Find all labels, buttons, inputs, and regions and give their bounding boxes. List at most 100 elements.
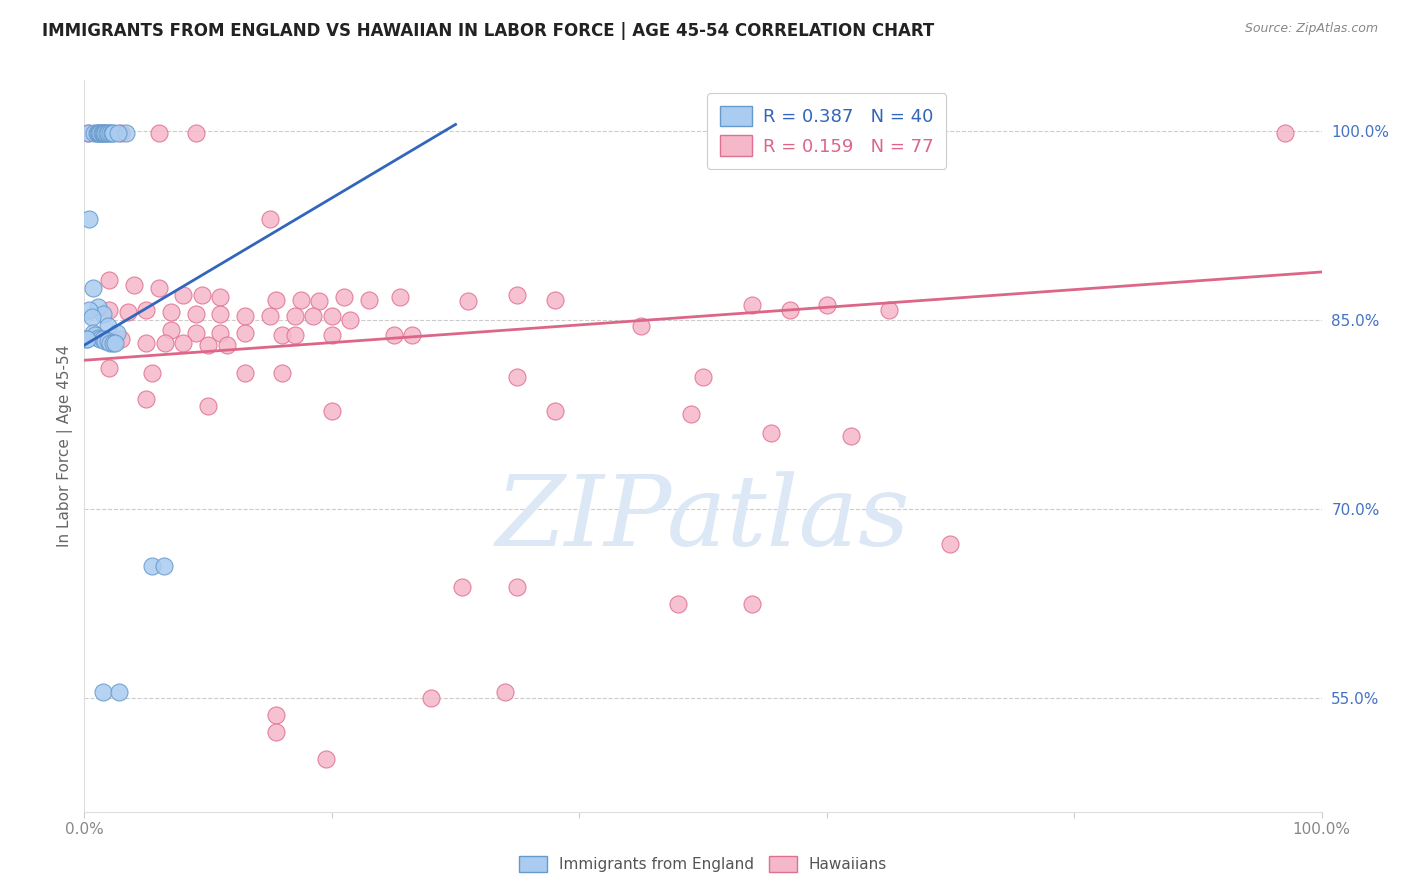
Point xyxy=(91,332,114,346)
Point xyxy=(779,302,801,317)
Point xyxy=(100,126,122,140)
Point xyxy=(271,366,294,380)
Point xyxy=(96,126,118,140)
Point xyxy=(333,290,356,304)
Point xyxy=(77,126,100,140)
Point xyxy=(914,126,936,140)
Text: ZIPatlas: ZIPatlas xyxy=(496,472,910,566)
Point xyxy=(209,326,232,340)
Point xyxy=(184,126,207,140)
Point xyxy=(506,580,529,594)
Point xyxy=(148,281,170,295)
Point xyxy=(264,293,287,307)
Point xyxy=(97,334,120,349)
Point xyxy=(89,126,111,140)
Legend: Immigrants from England, Hawaiians: Immigrants from England, Hawaiians xyxy=(512,848,894,880)
Point xyxy=(284,309,307,323)
Point xyxy=(101,126,124,140)
Point xyxy=(841,429,863,443)
Point xyxy=(264,725,287,739)
Point xyxy=(506,369,529,384)
Point xyxy=(91,126,114,140)
Point xyxy=(209,290,232,304)
Point xyxy=(93,126,115,140)
Legend: R = 0.387   N = 40, R = 0.159   N = 77: R = 0.387 N = 40, R = 0.159 N = 77 xyxy=(707,93,946,169)
Point xyxy=(82,281,104,295)
Point xyxy=(543,403,565,417)
Point xyxy=(290,293,312,307)
Point xyxy=(679,408,702,422)
Point xyxy=(197,338,219,352)
Point xyxy=(759,426,782,441)
Point xyxy=(101,335,124,350)
Point xyxy=(110,332,132,346)
Text: Source: ZipAtlas.com: Source: ZipAtlas.com xyxy=(1244,22,1378,36)
Point xyxy=(117,305,139,319)
Point xyxy=(115,126,138,140)
Point xyxy=(83,126,105,140)
Point xyxy=(692,369,714,384)
Point xyxy=(271,328,294,343)
Point xyxy=(141,366,163,380)
Point xyxy=(76,332,98,346)
Point xyxy=(741,597,763,611)
Point xyxy=(79,212,101,227)
Point xyxy=(284,328,307,343)
Point xyxy=(82,326,104,340)
Point xyxy=(494,685,516,699)
Point xyxy=(98,126,121,140)
Point xyxy=(357,293,380,307)
Point xyxy=(197,399,219,413)
Point xyxy=(215,338,238,352)
Point xyxy=(233,366,256,380)
Point xyxy=(321,403,343,417)
Point xyxy=(87,330,110,344)
Point xyxy=(108,685,131,699)
Point xyxy=(89,126,111,140)
Point xyxy=(110,126,132,140)
Point xyxy=(308,293,330,308)
Point xyxy=(630,319,652,334)
Point xyxy=(97,126,120,140)
Point xyxy=(172,287,194,301)
Point xyxy=(94,334,117,349)
Point xyxy=(543,293,565,307)
Point xyxy=(264,707,287,722)
Point xyxy=(172,335,194,350)
Point xyxy=(104,335,127,350)
Point xyxy=(388,290,411,304)
Point xyxy=(233,326,256,340)
Point xyxy=(84,328,107,343)
Point xyxy=(98,335,121,350)
Point xyxy=(302,309,325,323)
Point xyxy=(382,328,405,343)
Point xyxy=(1274,126,1296,140)
Point xyxy=(233,309,256,323)
Point xyxy=(135,302,157,317)
Point xyxy=(321,328,343,343)
Point xyxy=(506,287,529,301)
Point xyxy=(321,309,343,323)
Point xyxy=(666,597,689,611)
Point xyxy=(259,212,281,227)
Point xyxy=(89,332,111,346)
Point xyxy=(98,272,121,286)
Point xyxy=(87,126,110,140)
Point xyxy=(160,323,183,337)
Point xyxy=(90,126,112,140)
Point xyxy=(79,302,101,317)
Point xyxy=(94,126,117,140)
Point xyxy=(80,310,103,325)
Point xyxy=(91,685,114,699)
Point xyxy=(105,326,128,340)
Point xyxy=(939,537,962,551)
Point xyxy=(135,335,157,350)
Point xyxy=(153,335,176,350)
Point xyxy=(209,307,232,321)
Point xyxy=(450,580,472,594)
Point xyxy=(91,307,114,321)
Point xyxy=(191,287,214,301)
Point xyxy=(152,558,174,573)
Point xyxy=(401,328,423,343)
Point xyxy=(98,302,121,317)
